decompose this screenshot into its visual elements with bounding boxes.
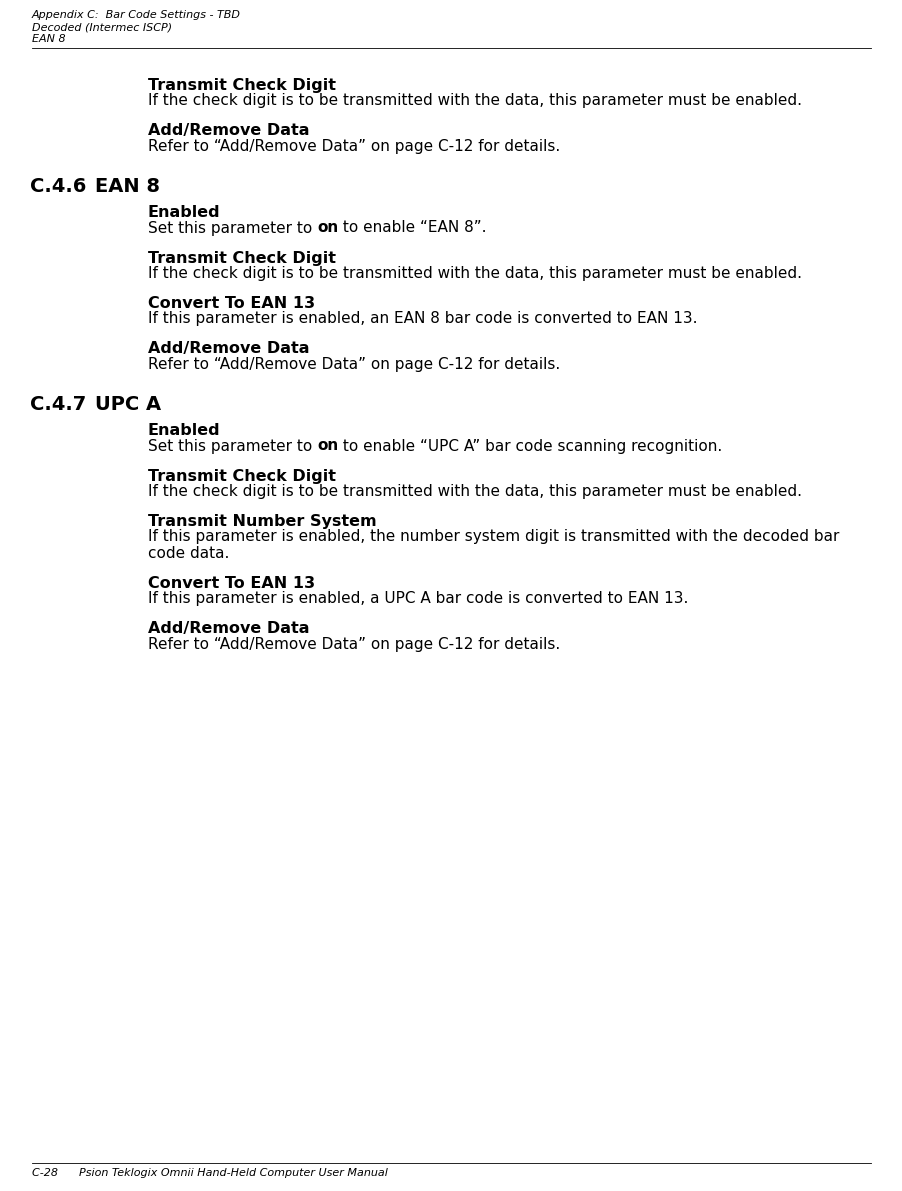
Text: Transmit Check Digit: Transmit Check Digit <box>148 468 336 484</box>
Text: C.4.7: C.4.7 <box>30 395 87 414</box>
Text: UPC A: UPC A <box>95 395 161 414</box>
Text: Refer to “Add/Remove Data” on page C-12 for details.: Refer to “Add/Remove Data” on page C-12 … <box>148 139 559 154</box>
Text: C.4.6: C.4.6 <box>30 177 87 197</box>
Text: on: on <box>317 220 338 236</box>
Text: EAN 8: EAN 8 <box>95 177 160 197</box>
Text: Convert To EAN 13: Convert To EAN 13 <box>148 575 315 591</box>
Text: If this parameter is enabled, an EAN 8 bar code is converted to EAN 13.: If this parameter is enabled, an EAN 8 b… <box>148 312 696 326</box>
Text: If this parameter is enabled, a UPC A bar code is converted to EAN 13.: If this parameter is enabled, a UPC A ba… <box>148 591 687 606</box>
Text: Appendix C:  Bar Code Settings - TBD: Appendix C: Bar Code Settings - TBD <box>32 10 241 20</box>
Text: Transmit Check Digit: Transmit Check Digit <box>148 250 336 266</box>
Text: If the check digit is to be transmitted with the data, this parameter must be en: If the check digit is to be transmitted … <box>148 94 801 108</box>
Text: Add/Remove Data: Add/Remove Data <box>148 621 309 636</box>
Text: If this parameter is enabled, the number system digit is transmitted with the de: If this parameter is enabled, the number… <box>148 530 839 544</box>
Text: Refer to “Add/Remove Data” on page C-12 for details.: Refer to “Add/Remove Data” on page C-12 … <box>148 357 559 372</box>
Text: C-28      Psion Teklogix Omnii Hand-Held Computer User Manual: C-28 Psion Teklogix Omnii Hand-Held Comp… <box>32 1168 388 1178</box>
Text: If the check digit is to be transmitted with the data, this parameter must be en: If the check digit is to be transmitted … <box>148 266 801 281</box>
Text: Set this parameter to: Set this parameter to <box>148 438 317 454</box>
Text: Enabled: Enabled <box>148 423 220 438</box>
Text: Transmit Check Digit: Transmit Check Digit <box>148 77 336 93</box>
Text: on: on <box>317 438 338 454</box>
Text: Add/Remove Data: Add/Remove Data <box>148 124 309 138</box>
Text: Refer to “Add/Remove Data” on page C-12 for details.: Refer to “Add/Remove Data” on page C-12 … <box>148 636 559 651</box>
Text: Set this parameter to: Set this parameter to <box>148 220 317 236</box>
Text: to enable “UPC A” bar code scanning recognition.: to enable “UPC A” bar code scanning reco… <box>338 438 722 454</box>
Text: Convert To EAN 13: Convert To EAN 13 <box>148 297 315 311</box>
Text: Decoded (Intermec ISCP): Decoded (Intermec ISCP) <box>32 21 172 32</box>
Text: code data.: code data. <box>148 545 229 561</box>
Text: Transmit Number System: Transmit Number System <box>148 515 376 529</box>
Text: to enable “EAN 8”.: to enable “EAN 8”. <box>338 220 486 236</box>
Text: Enabled: Enabled <box>148 205 220 220</box>
Text: Add/Remove Data: Add/Remove Data <box>148 342 309 356</box>
Text: EAN 8: EAN 8 <box>32 35 66 44</box>
Text: If the check digit is to be transmitted with the data, this parameter must be en: If the check digit is to be transmitted … <box>148 484 801 499</box>
